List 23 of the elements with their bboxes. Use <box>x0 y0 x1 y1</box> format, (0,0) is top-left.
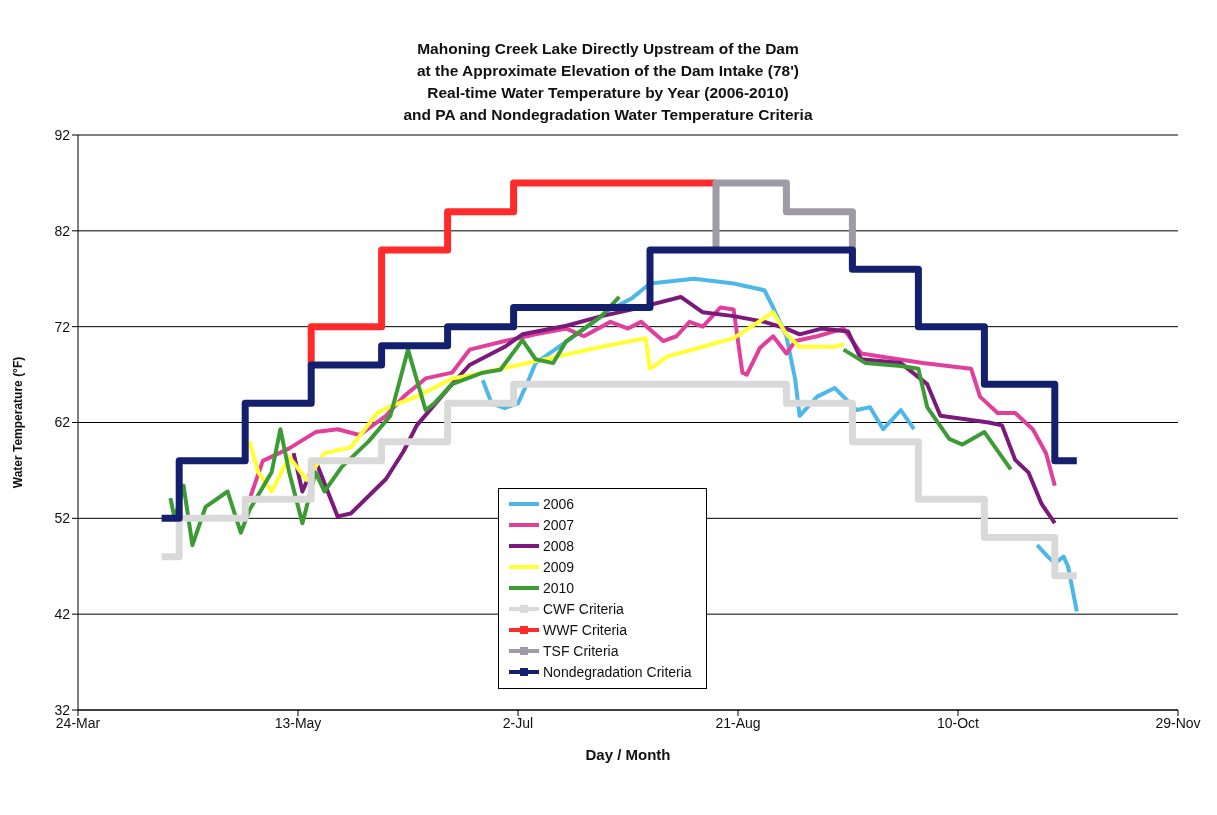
y-tick-label: 52 <box>54 510 71 527</box>
y-axis-title: Water Temperature (°F) <box>11 356 26 489</box>
x-tick-label: 29-Nov <box>1155 714 1201 731</box>
x-axis-title: Day / Month <box>585 746 671 763</box>
legend-label: 2007 <box>543 516 575 533</box>
y-tick-label: 72 <box>54 318 71 335</box>
legend-label: TSF Criteria <box>543 642 619 659</box>
x-tick-label: 21-Aug <box>715 714 761 731</box>
legend-label: Nondegradation Criteria <box>543 663 692 680</box>
legend-label: 2010 <box>543 579 575 596</box>
y-tick-label: 62 <box>54 414 71 431</box>
legend-label: WWF Criteria <box>543 621 627 638</box>
legend-label: 2008 <box>543 537 575 554</box>
y-tick-label: 42 <box>54 606 71 623</box>
chart-title: Mahoning Creek Lake Directly Upstream of the Dam at the Approximate Elevation of the Dam Intake (78') Real-time Water Temperature by Year (2006-2010) and PA and Nondegradation Water Temperature Criteria <box>402 39 814 125</box>
y-tick-label: 92 <box>54 126 71 143</box>
y-tick-label: 82 <box>54 222 71 239</box>
legend-label: 2006 <box>543 495 575 512</box>
x-tick-label: 10-Oct <box>936 714 980 731</box>
legend-label: 2009 <box>543 558 575 575</box>
x-tick-label: 2-Jul <box>502 714 534 731</box>
x-tick-label: 13-May <box>274 714 322 731</box>
legend-label: CWF Criteria <box>543 600 624 617</box>
